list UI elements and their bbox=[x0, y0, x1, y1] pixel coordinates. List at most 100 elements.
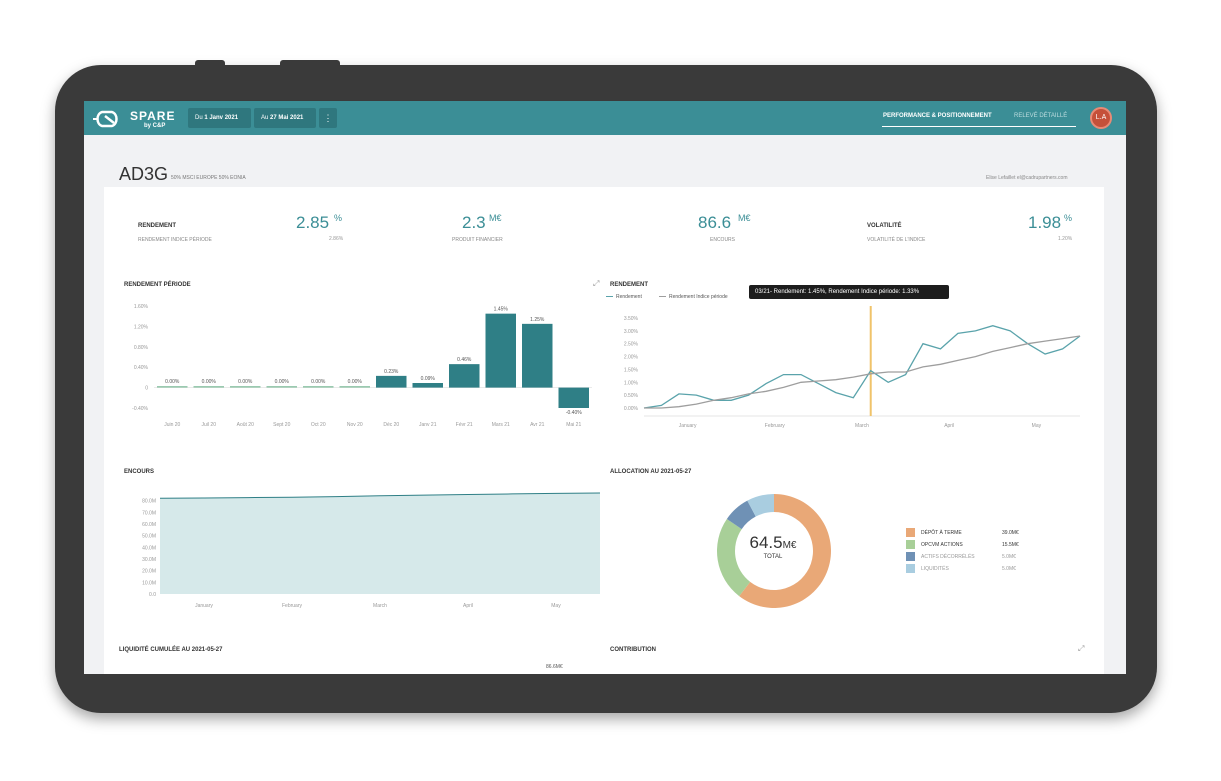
x-tick-label: Déc 20 bbox=[383, 422, 399, 428]
page-subtitle: 50% MSCI EUROPE 50% EONIA bbox=[171, 175, 246, 181]
y-tick-label: -0.40% bbox=[132, 406, 148, 412]
legend-value: 39.0M€ bbox=[1002, 530, 1019, 536]
more-menu-button[interactable]: ⋮ bbox=[319, 108, 337, 128]
bar-value-label: 0.00% bbox=[202, 379, 217, 385]
line-chart: 3.50% 3.00% 2.50% 2.00% 1.50% 1.00% 0.50% 0.00%… bbox=[624, 306, 1081, 429]
y-tick-label: 0.50% bbox=[624, 393, 639, 399]
x-tick-label: Oct 20 bbox=[311, 422, 326, 428]
y-tick-label: 0.0 bbox=[149, 592, 156, 598]
date-to-button[interactable]: Au 27 Mai 2021 bbox=[254, 108, 316, 128]
section-title-rendement: RENDEMENT bbox=[610, 282, 649, 288]
kpi-sub-rendement: RENDEMENT INDICE PÉRIODE bbox=[138, 237, 212, 243]
kpi-value-produit: 2.3 bbox=[462, 213, 486, 232]
kpi-unit-produit: M€ bbox=[489, 213, 502, 223]
x-tick-label: April bbox=[463, 603, 473, 609]
bar bbox=[449, 364, 480, 388]
bar bbox=[193, 386, 224, 388]
bar-value-label: -0.40% bbox=[566, 410, 582, 416]
y-tick-label: 40.0M bbox=[142, 545, 156, 551]
legend-rendement-label: Rendement bbox=[616, 294, 642, 300]
legend-label: OPCVM ACTIONS bbox=[921, 542, 963, 548]
chart-tooltip: 03/21- Rendement: 1.45%, Rendement Indic… bbox=[749, 285, 949, 299]
y-tick-label: 1.60% bbox=[134, 304, 149, 310]
donut-slice bbox=[739, 494, 831, 608]
bar bbox=[230, 386, 261, 388]
expand-icon[interactable]: ⤢ bbox=[593, 279, 600, 288]
expand-icon[interactable]: ⤢ bbox=[1078, 644, 1085, 653]
kpi-value-volatilite: 1.98 bbox=[1028, 213, 1062, 232]
kpi-small-rendement: 2.86% bbox=[329, 236, 344, 242]
legend-index: Rendement Indice période bbox=[659, 294, 728, 300]
bar bbox=[157, 386, 188, 388]
donut-total-value: 64.5 bbox=[749, 533, 783, 552]
legend-swatch bbox=[906, 552, 915, 561]
kpi-unit-rendement: % bbox=[334, 213, 343, 223]
area-chart: 80.0M 70.0M 60.0M 50.0M 40.0M 30.0M 20.0M 10.0M… bbox=[142, 492, 601, 609]
date-from-value: 1 Janv 2021 bbox=[204, 115, 239, 121]
rendement-line bbox=[643, 325, 1081, 409]
kpi-sub-produit: PRODUIT FINANCIER bbox=[452, 237, 503, 243]
donut-total-unit: M€ bbox=[782, 540, 797, 551]
y-tick-label: 10.0M bbox=[142, 580, 156, 586]
section-title-encours: ENCOURS bbox=[124, 469, 155, 475]
y-tick-label: 80.0M bbox=[142, 499, 156, 505]
liquidite-value: 86.6M€ bbox=[546, 664, 563, 670]
y-tick-label: 1.50% bbox=[624, 367, 639, 373]
logo[interactable]: SPARE by C&P bbox=[92, 107, 182, 131]
legend-value: 5.0M€ bbox=[1002, 566, 1016, 572]
bar-value-label: 0.00% bbox=[238, 379, 253, 385]
more-vertical-icon: ⋮ bbox=[323, 113, 333, 123]
nav-performance[interactable]: PERFORMANCE & POSITIONNEMENT bbox=[883, 113, 992, 119]
x-tick-label: Mai 21 bbox=[566, 422, 581, 428]
y-tick-label: 70.0M bbox=[142, 510, 156, 516]
kpi-unit-volatilite: % bbox=[1064, 213, 1073, 223]
y-tick-label: 2.50% bbox=[624, 342, 639, 348]
y-tick-label: 1.00% bbox=[624, 380, 639, 386]
donut-chart bbox=[716, 494, 831, 608]
x-tick-label: Avr 21 bbox=[530, 422, 545, 428]
bar bbox=[376, 375, 407, 388]
bar-value-label: 1.45% bbox=[494, 307, 509, 313]
x-tick-label: Mars 21 bbox=[492, 422, 510, 428]
donut-center: 64.5M€ TOTAL bbox=[733, 533, 813, 560]
legend-value: 15.5M€ bbox=[1002, 542, 1019, 548]
y-tick-label: 0.80% bbox=[134, 345, 149, 351]
x-tick-label: May bbox=[551, 603, 561, 609]
bar bbox=[303, 386, 334, 388]
date-from-button[interactable]: Du 1 Janv 2021 bbox=[188, 108, 251, 128]
page-title: AD3G bbox=[119, 164, 169, 184]
x-tick-label: April bbox=[944, 423, 954, 429]
bar-value-label: 0.00% bbox=[165, 379, 180, 385]
section-title-contribution: CONTRIBUTION bbox=[610, 647, 656, 653]
bar-value-label: 0.09% bbox=[421, 376, 436, 382]
y-tick-label: 60.0M bbox=[142, 522, 156, 528]
y-tick-label: 0.40% bbox=[134, 365, 149, 371]
section-title-allocation: ALLOCATION AU 2021-05-27 bbox=[610, 469, 692, 475]
bar bbox=[485, 313, 516, 388]
y-tick-label: 1.20% bbox=[134, 324, 149, 330]
legend-swatch bbox=[906, 540, 915, 549]
donut-total-label: TOTAL bbox=[763, 554, 783, 560]
bar bbox=[266, 386, 297, 388]
encours-line bbox=[159, 492, 601, 499]
legend-rendement: Rendement bbox=[606, 294, 642, 300]
x-tick-label: Févr 21 bbox=[456, 422, 473, 428]
x-tick-label: March bbox=[855, 423, 869, 429]
section-title-liquidite: LIQUIDITÉ CUMULÉE AU 2021-05-27 bbox=[119, 647, 223, 653]
legend-label: LIQUIDITÉS bbox=[921, 566, 949, 572]
nav-releve-detaille[interactable]: RELEVÉ DÉTAILLÉ bbox=[1014, 113, 1068, 119]
legend-swatch bbox=[906, 528, 915, 537]
donut-slice bbox=[747, 494, 774, 517]
y-tick-label: 30.0M bbox=[142, 557, 156, 563]
x-tick-label: February bbox=[282, 603, 303, 609]
kpi-small-volatilite: 1.20% bbox=[1058, 236, 1073, 242]
date-to-value: 27 Mai 2021 bbox=[270, 115, 304, 121]
legend-line-swatch bbox=[606, 296, 613, 298]
bar-value-label: 0.46% bbox=[457, 357, 472, 363]
section-title-rendement-periode: RENDEMENT PÉRIODE bbox=[124, 282, 191, 288]
legend-value: 5.0M€ bbox=[1002, 554, 1016, 560]
encours-area bbox=[160, 493, 600, 594]
legend-index-label: Rendement Indice période bbox=[669, 294, 728, 300]
avatar[interactable]: L.A bbox=[1090, 107, 1112, 129]
tablet-button bbox=[280, 60, 340, 68]
